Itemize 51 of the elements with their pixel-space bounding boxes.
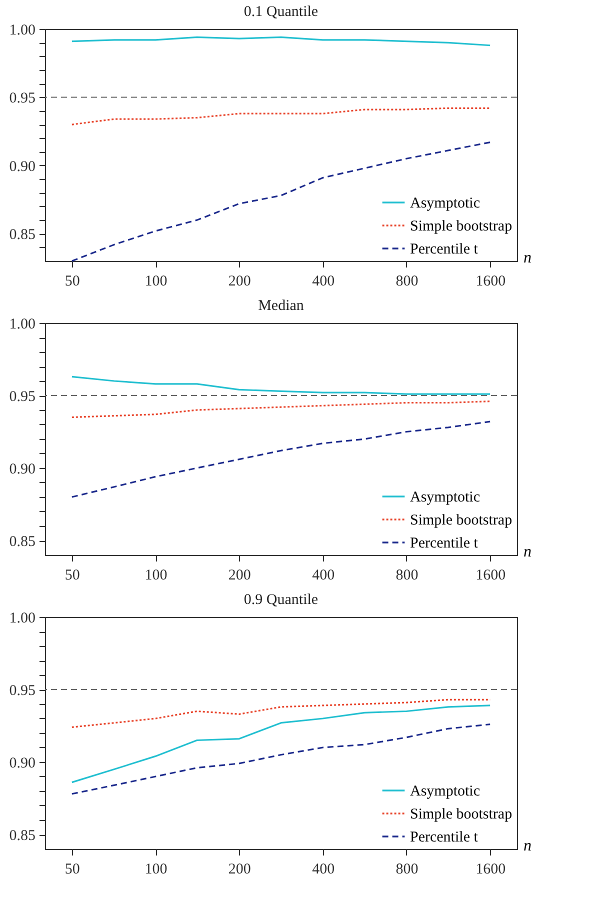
line-series — [71, 400, 491, 418]
legend-label: Simple bootstrap — [410, 512, 512, 528]
x-tick-label: 100 — [144, 568, 168, 584]
x-axis-title: n — [524, 544, 532, 560]
x-tick-label: 800 — [396, 568, 418, 584]
y-tick-label: 0.85 — [9, 227, 36, 244]
x-tick-label: 100 — [144, 274, 168, 290]
legend-label: Simple bootstrap — [410, 806, 512, 822]
y-tick-label: 0.90 — [9, 756, 36, 772]
line-series — [71, 376, 491, 395]
line-series — [71, 36, 491, 46]
x-tick-label: 200 — [228, 568, 251, 584]
legend-label: Asymptotic — [410, 196, 480, 212]
legend-label: Percentile t — [410, 242, 479, 258]
x-tick-label: 400 — [312, 274, 335, 290]
chart-title: Median — [258, 298, 304, 314]
y-tick-label: 0.90 — [9, 158, 36, 175]
x-tick-label: 50 — [64, 862, 80, 878]
line-series — [71, 698, 491, 728]
x-axis-title: n — [524, 250, 532, 266]
x-tick-label: 50 — [64, 274, 80, 290]
x-tick-label: 1600 — [476, 274, 506, 290]
legend-label: Asymptotic — [410, 490, 480, 506]
y-tick-label: 0.90 — [9, 462, 36, 478]
legend-label: Percentile t — [410, 536, 479, 552]
y-tick-label: 0.95 — [9, 389, 36, 405]
line-series — [71, 107, 491, 126]
y-tick-label: 0.95 — [9, 683, 36, 699]
x-tick-label: 200 — [228, 862, 251, 878]
legend-label: Percentile t — [410, 830, 479, 846]
y-tick-label: 1.00 — [9, 610, 36, 626]
chart-title: 0.1 Quantile — [244, 4, 318, 20]
x-tick-label: 50 — [64, 568, 80, 584]
x-tick-label: 1600 — [476, 862, 506, 878]
y-tick-label: 0.95 — [9, 90, 36, 107]
y-tick-label: 0.85 — [9, 534, 36, 550]
legend-label: Simple bootstrap — [410, 218, 512, 234]
y-tick-label: 1.00 — [9, 316, 36, 332]
x-tick-label: 400 — [312, 862, 335, 878]
x-axis-title: n — [524, 838, 532, 854]
x-tick-label: 200 — [228, 274, 251, 290]
line-series — [71, 704, 491, 784]
y-tick-label: 0.85 — [9, 828, 36, 844]
x-tick-label: 400 — [312, 568, 335, 584]
legend-label: Asymptotic — [410, 784, 480, 800]
x-tick-label: 100 — [144, 862, 168, 878]
chart-title: 0.9 Quantile — [244, 592, 318, 608]
y-tick-label: 1.00 — [9, 22, 36, 38]
x-tick-label: 800 — [396, 274, 418, 290]
x-tick-label: 1600 — [476, 568, 506, 584]
x-tick-label: 800 — [396, 862, 418, 878]
